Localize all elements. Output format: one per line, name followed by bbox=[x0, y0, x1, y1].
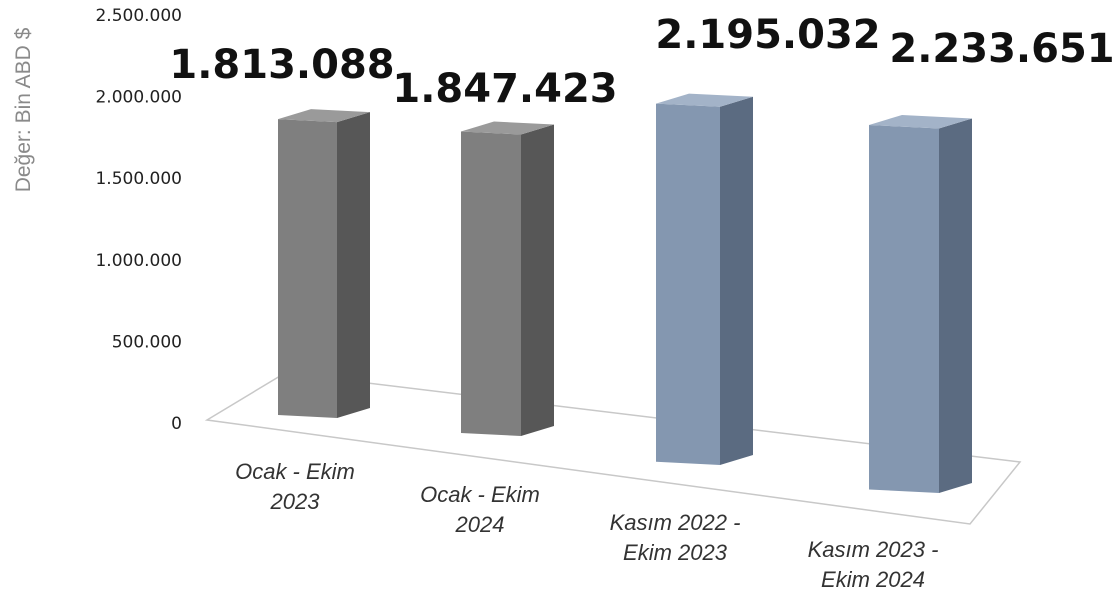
data-label: 1.847.423 bbox=[392, 66, 617, 112]
y-tick-label: 500.000 bbox=[112, 332, 182, 352]
bar-front-face bbox=[278, 119, 337, 418]
category-label: Ocak - Ekim bbox=[235, 459, 355, 484]
bar-top-face bbox=[656, 93, 753, 107]
category-label: Kasım 2023 - bbox=[808, 537, 939, 562]
bar-front-face bbox=[461, 131, 521, 437]
bar-side-face bbox=[521, 124, 554, 437]
bar-side-face bbox=[939, 118, 972, 494]
bars bbox=[278, 93, 972, 494]
bar bbox=[869, 114, 972, 494]
bar-side-face bbox=[720, 96, 753, 465]
category-label: Kasım 2022 - bbox=[610, 510, 741, 535]
category-label: Ekim 2024 bbox=[821, 567, 925, 592]
bar bbox=[278, 109, 370, 419]
y-tick-label: 2.500.000 bbox=[95, 6, 182, 26]
bar bbox=[461, 121, 554, 437]
bar-front-face bbox=[656, 103, 720, 466]
bar-top-face bbox=[461, 121, 554, 135]
bar bbox=[656, 93, 753, 466]
y-axis-label: Değer: Bin ABD $ bbox=[12, 27, 35, 192]
bar-top-face bbox=[869, 114, 972, 129]
bar-top-face bbox=[278, 109, 370, 123]
category-labels: Ocak - Ekim 2023 Ocak - Ekim 2024 Kasım 2022… bbox=[235, 459, 938, 592]
category-label: 2023 bbox=[270, 489, 321, 514]
bar-front-face bbox=[869, 124, 939, 494]
category-label: 2024 bbox=[455, 512, 505, 537]
data-label: 2.233.651 bbox=[889, 26, 1114, 72]
data-label: 1.813.088 bbox=[169, 42, 394, 88]
chart-floor bbox=[204, 372, 1022, 525]
category-label: Ekim 2023 bbox=[623, 540, 728, 565]
bar-side-face bbox=[337, 112, 370, 419]
y-tick-label: 1.500.000 bbox=[95, 169, 182, 189]
category-label: Ocak - Ekim bbox=[420, 482, 540, 507]
y-tick-label: 1.000.000 bbox=[95, 251, 182, 271]
y-axis-ticks: 0 500.000 1.000.000 1.500.000 2.000.000 2.500… bbox=[95, 6, 182, 434]
data-label: 2.195.032 bbox=[655, 12, 880, 58]
y-tick-label: 0 bbox=[171, 414, 182, 434]
y-tick-label: 2.000.000 bbox=[95, 88, 182, 108]
